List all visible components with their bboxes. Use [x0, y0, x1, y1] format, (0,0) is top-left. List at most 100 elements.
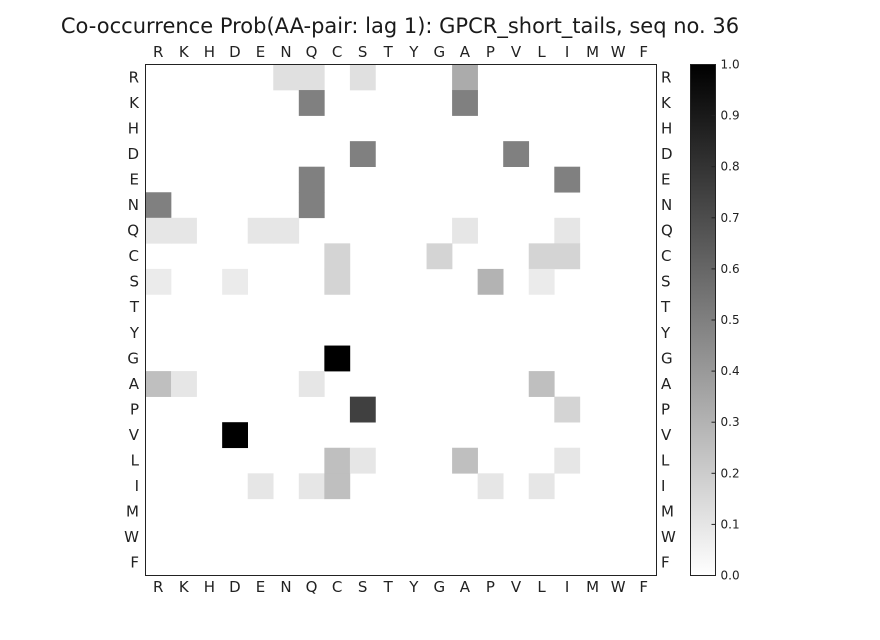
colorbar-tick-label: 0.6 — [721, 262, 740, 276]
heatmap-cell-I-E — [247, 473, 274, 500]
heatmap-cell-I-P — [477, 473, 504, 500]
x-tick-label-top: H — [204, 43, 215, 61]
y-tick-label-right: H — [661, 119, 672, 137]
heatmap-cell-Q-A — [452, 217, 478, 244]
heatmap-cell-A-K — [171, 371, 197, 397]
x-tick-label-bottom: T — [383, 578, 394, 596]
y-tick-label-left: E — [130, 170, 139, 188]
x-tick-label-top: K — [179, 43, 190, 61]
heatmap-cell-G-C — [324, 345, 351, 372]
colorbar-tick-label: 0.0 — [721, 569, 740, 583]
colorbar-tick-label: 0.5 — [721, 313, 740, 327]
heatmap-cell-L-I — [554, 447, 581, 474]
heatmap-cell-Q-K — [171, 217, 197, 244]
y-tick-label-right: D — [661, 145, 673, 163]
y-tick-label-left: L — [131, 452, 140, 470]
colorbar — [690, 64, 716, 576]
heatmap-cell-I-C — [324, 473, 351, 500]
heatmap-cell-L-A — [452, 447, 478, 474]
x-tick-label-bottom: Q — [306, 578, 318, 596]
x-tick-label-bottom: S — [358, 578, 368, 596]
x-tick-label-top: W — [611, 43, 626, 61]
x-tick-label-bottom: W — [611, 578, 626, 596]
y-tick-label-left: N — [128, 196, 139, 214]
y-tick-label-left: G — [127, 349, 139, 367]
y-tick-label-left: T — [129, 298, 140, 316]
heatmap-cell-D-S — [349, 141, 376, 167]
x-tick-label-top: T — [383, 43, 394, 61]
heatmap-cell-A-R — [145, 371, 172, 397]
x-tick-label-bottom: H — [204, 578, 215, 596]
y-tick-label-right: G — [661, 349, 673, 367]
heatmap-cell-C-C — [324, 243, 351, 270]
x-tick-label-top: P — [486, 43, 495, 61]
y-tick-label-left: W — [124, 528, 139, 546]
x-tick-label-top: A — [460, 43, 471, 61]
heatmap-cells — [145, 64, 581, 500]
y-tick-label-left: M — [126, 503, 139, 521]
heatmap-cell-R-Q — [298, 64, 325, 91]
heatmap-cell-K-A — [452, 90, 478, 116]
heatmap-cell-D-V — [503, 141, 530, 167]
x-tick-label-bottom: Y — [408, 578, 419, 596]
heatmap-cell-L-S — [349, 447, 376, 474]
x-tick-label-bottom: M — [586, 578, 599, 596]
y-tick-label-left: H — [128, 119, 139, 137]
heatmap-cell-C-I — [554, 243, 581, 270]
x-tick-label-top: D — [229, 43, 241, 61]
heatmap-cell-C-G — [426, 243, 453, 270]
heatmap-cell-E-I — [554, 166, 581, 193]
x-tick-label-bottom: N — [280, 578, 291, 596]
y-tick-label-right: A — [661, 375, 672, 393]
x-tick-label-top: M — [586, 43, 599, 61]
colorbar-tick-label: 0.2 — [721, 466, 740, 480]
heatmap-cell-R-N — [273, 64, 300, 91]
heatmap-cell-A-L — [528, 371, 555, 397]
colorbar-ticks: 0.0 0.1 0.2 0.3 0.4 0.5 0.6 0.7 0.8 0.9 1.0 — [711, 58, 740, 583]
x-tick-label-bottom: I — [565, 578, 569, 596]
x-tick-label-top: C — [332, 43, 342, 61]
y-tick-label-right: Q — [661, 222, 673, 240]
x-tick-label-bottom: C — [332, 578, 342, 596]
x-tick-label-bottom: F — [639, 578, 648, 596]
x-tick-label-bottom: K — [179, 578, 190, 596]
x-tick-label-bottom: V — [511, 578, 522, 596]
y-tick-label-left: S — [129, 273, 139, 291]
y-tick-label-right: R — [661, 68, 671, 86]
heatmap-cell-A-Q — [298, 371, 325, 397]
y-tick-label-right: L — [661, 452, 670, 470]
x-tick-label-bottom: G — [434, 578, 446, 596]
y-tick-label-left: K — [129, 94, 140, 112]
colorbar-tick-label: 0.3 — [721, 415, 740, 429]
heatmap-cell-S-D — [222, 268, 248, 295]
x-tick-label-top: N — [280, 43, 291, 61]
y-tick-label-right: S — [661, 273, 671, 291]
x-tick-label-top: L — [537, 43, 546, 61]
heatmap-cell-S-P — [477, 268, 504, 295]
x-tick-label-top: Y — [408, 43, 419, 61]
heatmap-cell-S-L — [528, 268, 555, 295]
heatmap-cell-S-C — [324, 268, 351, 295]
y-tick-label-right: N — [661, 196, 672, 214]
heatmap-cell-P-I — [554, 396, 581, 423]
x-tick-label-top: R — [153, 43, 163, 61]
colorbar-tick-label: 0.1 — [721, 517, 740, 531]
x-tick-label-bottom: D — [229, 578, 241, 596]
heatmap-cell-Q-I — [554, 217, 581, 244]
heatmap-cell-Q-R — [145, 217, 172, 244]
heatmap-cell-L-C — [324, 447, 351, 474]
heatmap-cell-N-Q — [298, 192, 325, 219]
x-tick-label-top: E — [256, 43, 265, 61]
y-tick-label-left: Y — [129, 324, 140, 342]
x-tick-label-top: S — [358, 43, 368, 61]
x-tick-label-bottom: A — [460, 578, 471, 596]
y-tick-label-left: F — [130, 554, 139, 572]
colorbar-tick-label: 0.4 — [721, 364, 740, 378]
y-tick-label-left: Q — [127, 222, 139, 240]
y-tick-label-right: W — [661, 528, 676, 546]
colorbar-tick-label: 0.8 — [721, 160, 740, 174]
x-tick-label-top: G — [434, 43, 446, 61]
